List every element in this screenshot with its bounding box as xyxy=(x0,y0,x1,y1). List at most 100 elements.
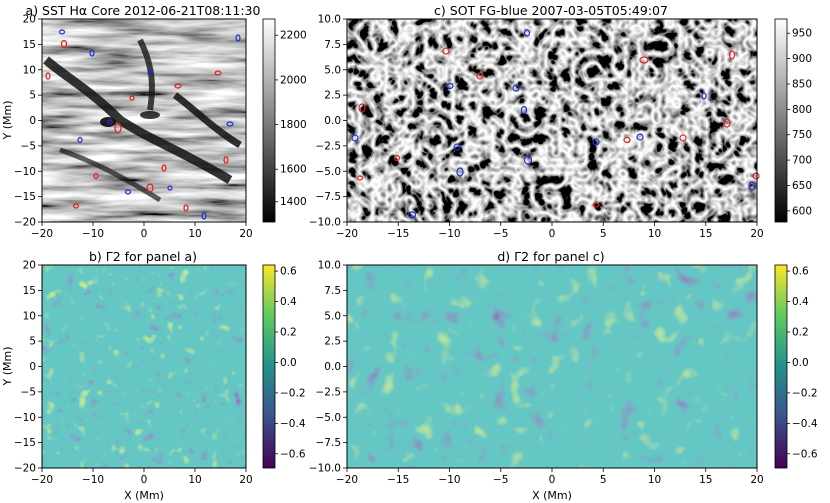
y-tick-label: 20 xyxy=(23,260,36,272)
panel-a: a) SST Hα Core 2012-06-21T08:11:30 xyxy=(1,3,307,240)
panel-a-image xyxy=(42,19,246,222)
x-tick-label: −20 xyxy=(336,228,358,240)
panel-b-title: b) Γ2 for panel a) xyxy=(89,249,197,264)
colorbar-tick-label: 0.2 xyxy=(792,326,809,338)
panel-c-image xyxy=(347,19,757,222)
colorbar-tick-label: −0.4 xyxy=(792,418,818,430)
y-tick-label: 10.0 xyxy=(318,14,341,26)
y-tick-label: −20 xyxy=(14,217,36,229)
y-tick-label: 0.0 xyxy=(324,115,341,127)
y-tick-label: −5.0 xyxy=(316,166,342,178)
colorbar-tick-label: −0.4 xyxy=(280,418,306,430)
panel-d: d) Γ2 for panel c) X (Mm) −20 −15 −10 −5 0 5 1… xyxy=(309,249,818,502)
y-tick-label: −7.5 xyxy=(316,191,342,203)
x-tick-label: 20 xyxy=(750,228,763,240)
y-tick-label: 15 xyxy=(23,285,36,297)
x-tick-label: 0 xyxy=(549,228,556,240)
y-tick-label: 10 xyxy=(23,310,36,322)
colorbar-tick-label: −0.6 xyxy=(792,448,818,460)
x-tick-label: −5 xyxy=(493,228,508,240)
y-tick-label: 7.5 xyxy=(324,285,341,297)
x-tick-label: 5 xyxy=(600,228,607,240)
colorbar-tick-label: 0.2 xyxy=(280,326,297,338)
x-tick-label: 0 xyxy=(141,474,148,486)
panel-b-colorbar xyxy=(262,264,276,469)
y-tick-label: −2.5 xyxy=(316,386,342,398)
x-tick-label: −10 xyxy=(82,228,104,240)
colorbar-tick-label: −0.2 xyxy=(792,387,818,399)
colorbar-tick-label: 1400 xyxy=(280,196,307,208)
x-tick-label: 20 xyxy=(239,474,252,486)
panel-d-colorbar xyxy=(774,264,788,469)
colorbar-tick-label: 2200 xyxy=(280,30,307,42)
y-tick-label: −5 xyxy=(21,140,36,152)
x-tick-label: 10 xyxy=(188,474,201,486)
y-tick-label: 10 xyxy=(23,64,36,76)
colorbar-tick-label: 1600 xyxy=(280,164,307,176)
panel-a-colorbar-ticks: 2200 2000 1800 1600 1400 xyxy=(275,30,307,208)
colorbar-tick-label: 600 xyxy=(792,205,812,217)
x-tick-label: −10 xyxy=(82,474,104,486)
y-tick-label: 5 xyxy=(29,90,36,102)
panel-b-xlabel: X (Mm) xyxy=(124,489,164,502)
panel-a-axes: −20 −10 0 10 20 20 15 10 5 0 −5 −10 −15 −20 xyxy=(14,14,253,241)
x-tick-label: 5 xyxy=(600,474,607,486)
panel-a-colorbar xyxy=(262,18,276,223)
x-tick-label: 0 xyxy=(549,474,556,486)
colorbar-tick-label: −0.6 xyxy=(280,448,306,460)
panel-d-xlabel: X (Mm) xyxy=(532,489,572,502)
colorbar-tick-label: 0.4 xyxy=(280,296,297,308)
panel-d-title: d) Γ2 for panel c) xyxy=(497,249,604,264)
panel-d-axes: −20 −15 −10 −5 0 5 10 15 20 10.0 7.5 5.0 2.5 0.0 −2.5 −… xyxy=(309,260,764,487)
panel-d-image xyxy=(347,265,757,468)
x-tick-label: 20 xyxy=(239,228,252,240)
x-tick-label: −20 xyxy=(31,228,53,240)
x-tick-label: −15 xyxy=(387,474,409,486)
colorbar-tick-label: 0.0 xyxy=(280,357,297,369)
colorbar-tick-label: 700 xyxy=(792,155,812,167)
y-tick-label: 20 xyxy=(23,14,36,26)
y-tick-label: −7.5 xyxy=(316,437,342,449)
panel-a-title: a) SST Hα Core 2012-06-21T08:11:30 xyxy=(26,3,261,18)
panel-a-ylabel: Y (Mm) xyxy=(1,100,14,140)
y-tick-label: 5.0 xyxy=(324,64,341,76)
panel-b-axes: −20 −10 0 10 20 20 15 10 5 0 −5 −10 −15 −20 xyxy=(14,260,253,487)
y-tick-label: 0 xyxy=(29,361,36,373)
panel-b-image xyxy=(42,265,246,468)
colorbar-tick-label: 750 xyxy=(792,129,812,141)
x-tick-label: 20 xyxy=(750,474,763,486)
colorbar-tick-label: 0.6 xyxy=(792,266,809,278)
x-tick-label: 10 xyxy=(648,474,661,486)
x-tick-label: −10 xyxy=(438,474,460,486)
y-tick-label: 2.5 xyxy=(324,90,341,102)
y-tick-label: 0.0 xyxy=(324,361,341,373)
y-tick-label: 5 xyxy=(29,336,36,348)
y-tick-label: −10 xyxy=(14,166,36,178)
y-tick-label: 0 xyxy=(29,115,36,127)
colorbar-tick-label: 950 xyxy=(792,28,812,40)
panel-a-contours xyxy=(45,29,241,220)
colorbar-tick-label: 900 xyxy=(792,53,812,65)
x-tick-label: −20 xyxy=(31,474,53,486)
panel-c-contours xyxy=(351,29,760,219)
colorbar-tick-label: 650 xyxy=(792,180,812,192)
x-tick-label: 0 xyxy=(141,228,148,240)
y-tick-label: 2.5 xyxy=(324,336,341,348)
y-tick-label: −20 xyxy=(14,463,36,475)
y-tick-label: −5 xyxy=(21,386,36,398)
x-tick-label: 15 xyxy=(699,474,712,486)
y-tick-label: 15 xyxy=(23,39,36,51)
x-tick-label: 10 xyxy=(648,228,661,240)
colorbar-tick-label: −0.2 xyxy=(280,387,306,399)
panel-b: b) Γ2 for panel a) Y (Mm) X (Mm) −20 −10 0… xyxy=(1,249,306,502)
y-tick-label: −10.0 xyxy=(309,217,341,229)
y-tick-label: 7.5 xyxy=(324,39,341,51)
colorbar-tick-label: 800 xyxy=(792,104,812,116)
y-tick-label: −10.0 xyxy=(309,463,341,475)
y-tick-label: −15 xyxy=(14,437,36,449)
y-tick-label: −10 xyxy=(14,412,36,424)
y-tick-label: −5.0 xyxy=(316,412,342,424)
panel-c-colorbar xyxy=(774,18,788,223)
panel-c-axes: −20 −15 −10 −5 0 5 10 15 20 10.0 7.5 5.0 2.5 0.0 −2.5 −… xyxy=(309,14,764,241)
